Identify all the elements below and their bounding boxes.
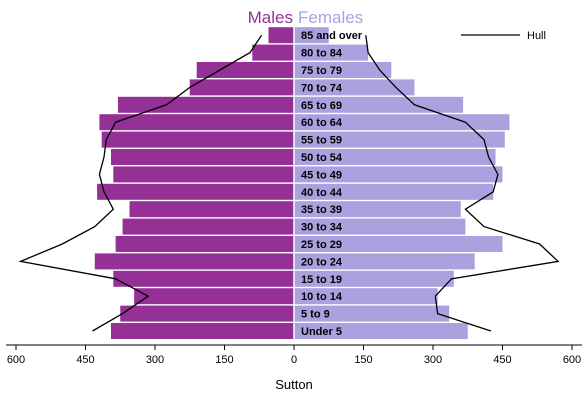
title-females: Females xyxy=(298,8,363,27)
hull-line-males xyxy=(18,34,263,332)
age-label-1: 5 to 9 xyxy=(301,309,330,321)
title-males: Males xyxy=(248,8,293,27)
bar-males-14 xyxy=(189,79,294,96)
bar-males-11 xyxy=(101,131,294,148)
age-label-7: 35 to 39 xyxy=(301,204,342,216)
bar-females-11 xyxy=(294,131,505,148)
bar-females-13 xyxy=(294,96,464,113)
bar-females-5 xyxy=(294,236,503,252)
bar-females-14 xyxy=(294,79,415,96)
bar-females-10 xyxy=(294,149,496,165)
bar-males-3 xyxy=(113,270,294,287)
age-labels-layer: Under 5 5 to 9 10 to 14 15 to 19 20 to 24 25 … xyxy=(301,30,363,338)
bar-males-13 xyxy=(117,96,294,113)
bar-males-16 xyxy=(252,44,294,61)
age-label-4: 20 to 24 xyxy=(301,256,343,268)
bar-males-15 xyxy=(196,62,294,78)
bar-females-3 xyxy=(294,270,454,287)
bar-females-2 xyxy=(294,288,438,305)
x-tick-label-4: 0 xyxy=(291,354,297,366)
age-label-0: Under 5 xyxy=(301,326,342,338)
age-label-11: 55 to 59 xyxy=(301,135,342,147)
bars-layer xyxy=(94,24,510,341)
bar-males-10 xyxy=(110,149,294,165)
bar-males-0 xyxy=(110,323,294,339)
bar-males-2 xyxy=(134,288,294,305)
bar-males-7 xyxy=(129,201,294,218)
bar-males-8 xyxy=(97,183,294,200)
x-tick-label-5: 150 xyxy=(354,354,372,366)
age-label-14: 70 to 74 xyxy=(301,82,343,94)
x-tick-label-7: 450 xyxy=(493,354,511,366)
x-tick-label-1: 450 xyxy=(76,354,94,366)
age-label-5: 25 to 29 xyxy=(301,239,342,251)
bar-males-5 xyxy=(115,236,294,252)
bar-females-1 xyxy=(294,305,450,322)
bar-males-17 xyxy=(268,27,294,44)
bar-females-7 xyxy=(294,201,461,218)
bar-females-16 xyxy=(294,44,369,61)
legend: Hull xyxy=(461,30,546,42)
hull-line-females xyxy=(365,35,560,332)
bar-males-4 xyxy=(94,253,295,270)
bar-females-8 xyxy=(294,183,494,200)
x-tick-label-3: 150 xyxy=(215,354,233,366)
age-label-10: 50 to 54 xyxy=(301,152,343,164)
age-label-2: 10 to 14 xyxy=(301,291,343,303)
x-tick-label-8: 600 xyxy=(563,354,581,366)
age-label-9: 45 to 49 xyxy=(301,169,342,181)
x-tick-label-2: 300 xyxy=(146,354,164,366)
age-label-15: 75 to 79 xyxy=(301,65,342,77)
bar-females-4 xyxy=(294,253,475,270)
bar-females-6 xyxy=(294,218,466,235)
age-label-13: 65 to 69 xyxy=(301,100,342,112)
bar-males-1 xyxy=(120,305,294,322)
x-axis: 600 450 300 150 0 150 300 450 600 xyxy=(6,344,582,366)
legend-hull-label: Hull xyxy=(527,30,546,42)
bar-females-17 xyxy=(294,27,329,44)
bar-females-15 xyxy=(294,62,392,78)
bar-males-6 xyxy=(122,218,294,235)
age-label-3: 15 to 19 xyxy=(301,274,342,286)
x-axis-title: Sutton xyxy=(275,377,313,392)
age-label-8: 40 to 44 xyxy=(301,187,343,199)
x-tick-label-6: 300 xyxy=(424,354,442,366)
hull-overlay-layer xyxy=(18,34,560,332)
bar-males-9 xyxy=(113,166,294,183)
bar-females-9 xyxy=(294,166,503,183)
title: Males Females xyxy=(248,8,364,27)
age-label-16: 80 to 84 xyxy=(301,48,343,60)
age-label-17: 85 and over xyxy=(301,30,363,42)
age-label-6: 30 to 34 xyxy=(301,222,343,234)
x-tick-label-0: 600 xyxy=(7,354,25,366)
age-label-12: 60 to 64 xyxy=(301,117,343,129)
bar-males-12 xyxy=(99,114,295,131)
bar-females-0 xyxy=(294,323,468,339)
